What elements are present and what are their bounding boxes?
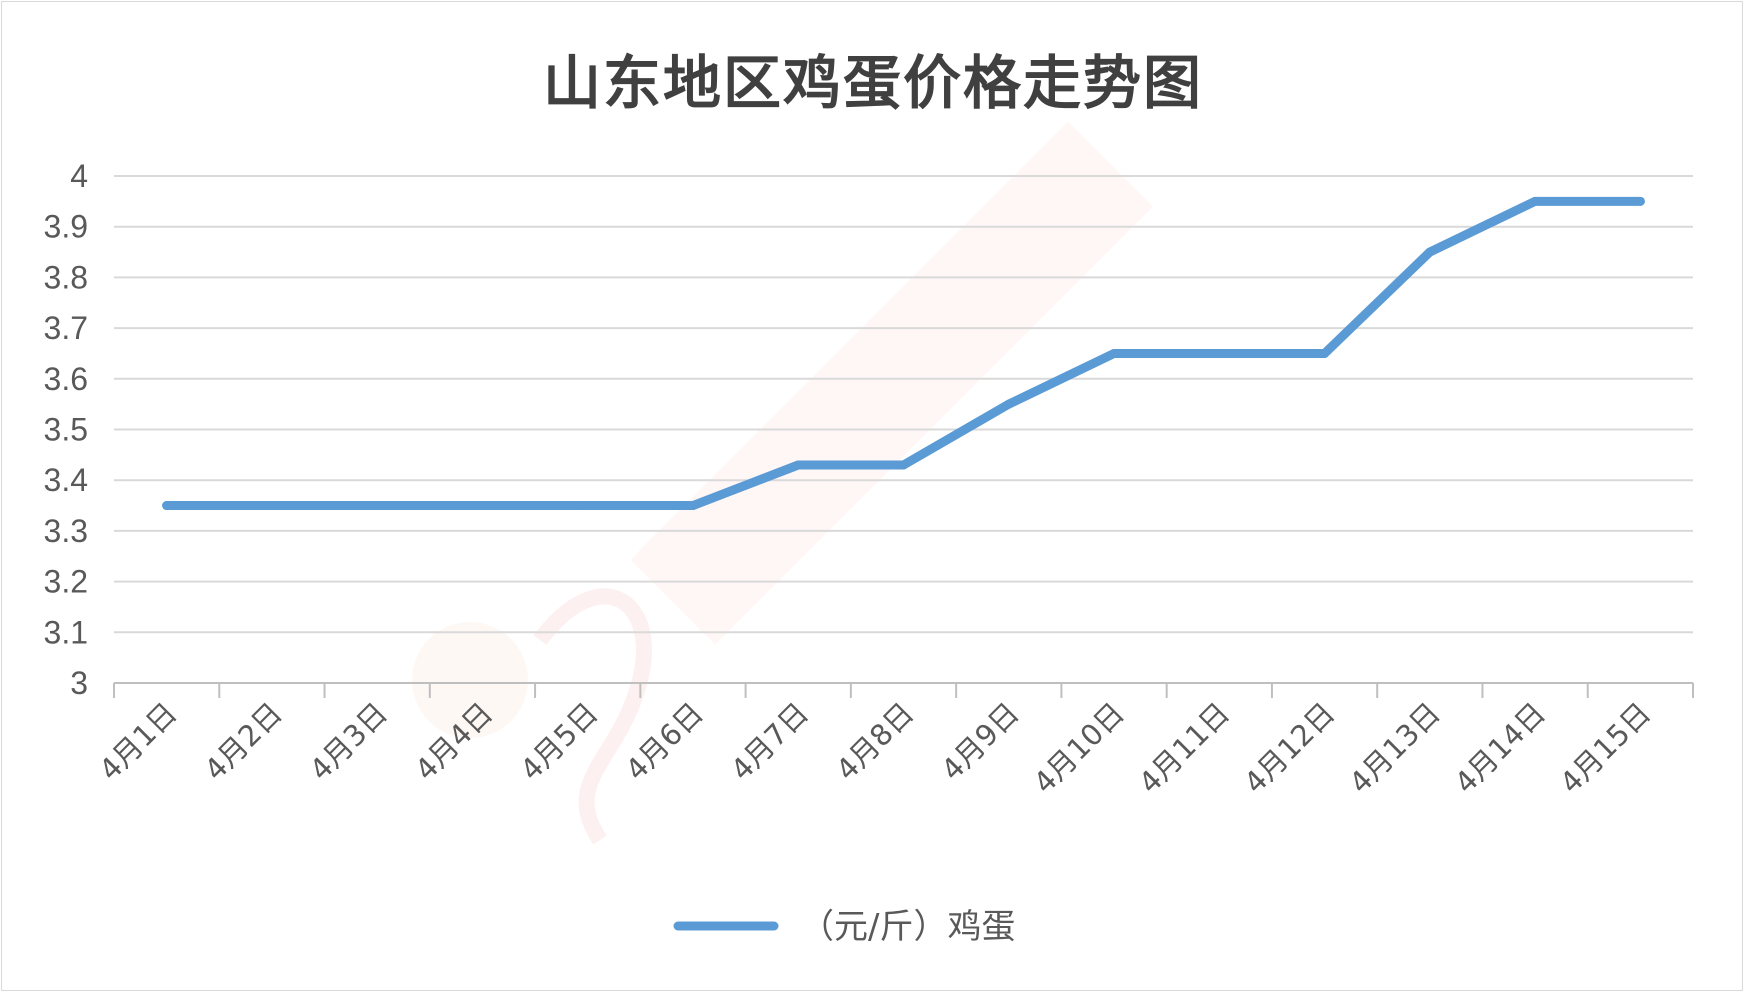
series-group (162, 196, 1645, 511)
data-point (267, 501, 277, 511)
y-tick-label: 3.9 (44, 209, 88, 245)
y-tick-label: 3.8 (44, 259, 88, 295)
data-point (583, 501, 593, 511)
y-tick-label: 3.3 (44, 513, 88, 549)
grid-lines (114, 175, 1693, 634)
y-axis-ticks: 3 3.1 3.2 3.3 3.4 3.5 3.6 3.7 3.8 3.9 4 (44, 158, 88, 701)
legend-label: （元/斤）鸡蛋 (800, 907, 1015, 947)
y-tick-label: 4 (70, 158, 88, 194)
x-tick-label: 4月9日 (935, 696, 1026, 787)
x-axis (113, 682, 1694, 698)
data-point (688, 501, 698, 511)
x-tick-label: 4月15日 (1553, 696, 1657, 800)
data-point (372, 501, 382, 511)
x-tick-label: 4月12日 (1237, 696, 1341, 800)
legend: （元/斤）鸡蛋 (673, 907, 1015, 947)
x-tick-label: 4月2日 (198, 696, 289, 787)
y-tick-label: 3.4 (44, 462, 88, 498)
x-tick-label: 4月3日 (303, 696, 394, 787)
y-tick-label: 3.5 (44, 412, 88, 448)
data-point (793, 460, 803, 470)
data-point (1214, 348, 1224, 358)
x-tick-label: 4月1日 (92, 696, 183, 787)
x-tick-label: 4月7日 (724, 696, 815, 787)
x-tick-label: 4月11日 (1132, 696, 1236, 800)
chart-title: 山东地区鸡蛋价格走势图 (542, 49, 1203, 117)
x-tick-label: 4月13日 (1343, 696, 1447, 800)
watermark-logo (412, 121, 1154, 845)
data-point (1004, 399, 1014, 409)
data-point (899, 460, 908, 470)
data-point (1635, 196, 1645, 206)
data-point (162, 501, 172, 511)
x-tick-label: 4月8日 (829, 696, 920, 787)
data-point (1425, 247, 1435, 257)
data-point (1109, 348, 1119, 358)
y-tick-label: 3.1 (44, 614, 88, 650)
data-point (1530, 196, 1540, 206)
x-tick-label: 4月10日 (1027, 696, 1131, 800)
y-tick-label: 3 (70, 665, 88, 701)
y-tick-label: 3.7 (44, 310, 88, 346)
data-point (477, 501, 487, 511)
y-tick-label: 3.6 (44, 361, 88, 397)
x-tick-label: 4月14日 (1448, 696, 1552, 800)
x-axis-ticks: 4月1日 4月2日 4月3日 4月4日 4月5日 4月6日 4月7日 4月8日 4月9日 4月10… (92, 696, 1657, 800)
data-point (1320, 348, 1330, 358)
y-tick-label: 3.2 (44, 564, 88, 600)
